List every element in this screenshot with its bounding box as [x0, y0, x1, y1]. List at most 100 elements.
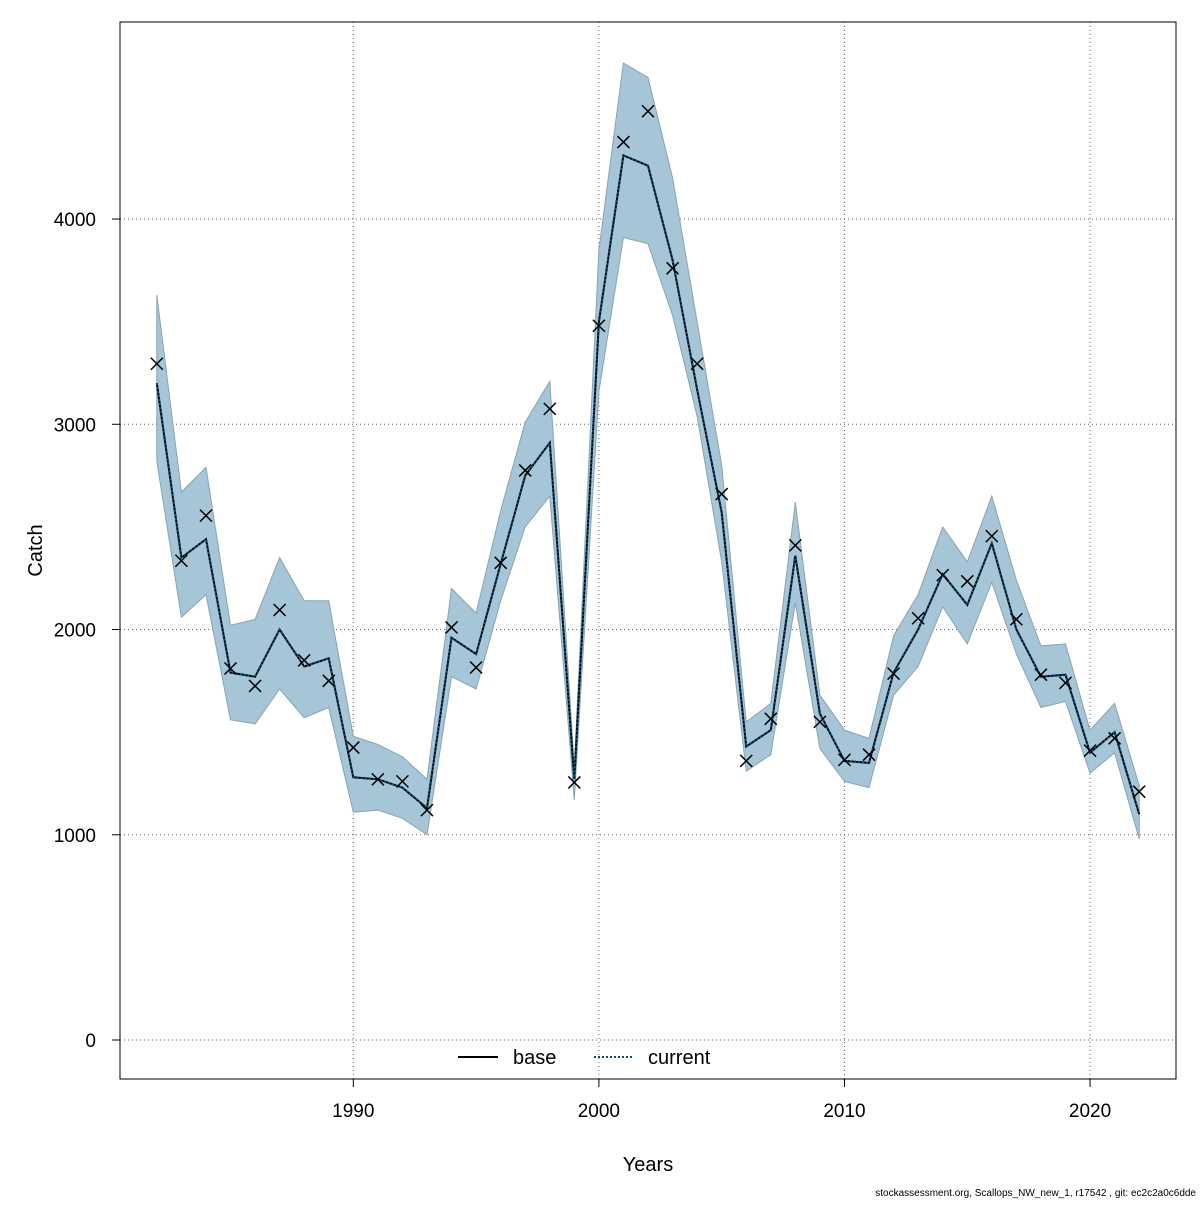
observation-marker-stroke: [469, 660, 483, 675]
observation-point-2000: [592, 319, 606, 333]
observation-point-1999: [567, 775, 581, 789]
observation-marker-stroke: [494, 556, 508, 570]
observation-marker-stroke: [273, 603, 287, 617]
y-axis-title: Catch: [25, 524, 47, 576]
observation-marker-stroke: [1058, 676, 1073, 690]
observation-marker-stroke: [936, 568, 950, 582]
y-tick-label-1000: 1000: [54, 826, 96, 847]
observation-point-2014: [936, 568, 950, 582]
observation-marker-stroke: [395, 774, 409, 788]
observation-marker-stroke: [297, 653, 311, 667]
observation-marker-stroke: [445, 620, 459, 634]
observation-marker-stroke: [690, 357, 704, 371]
observation-point-2011: [862, 748, 876, 762]
legend-label-current: current: [648, 1047, 711, 1069]
observation-marker-stroke: [518, 463, 532, 477]
observation-marker-stroke: [616, 135, 630, 149]
observation-point-2010: [837, 753, 851, 767]
observation-point-1986: [248, 679, 262, 693]
observation-point-1998: [543, 402, 557, 416]
axes: 1990 2000 2010 2020 0 1000 2000 3000 4000: [54, 210, 1111, 1122]
observation-marker-stroke: [960, 574, 974, 588]
observation-point-1989: [322, 674, 336, 688]
observation-point-2022: [1132, 785, 1146, 799]
observation-point-2001: [616, 135, 630, 149]
observation-point-2003: [666, 261, 680, 275]
observation-marker-stroke: [788, 538, 802, 552]
observation-marker-stroke: [420, 803, 434, 817]
observation-point-2008: [788, 538, 802, 552]
observation-marker-stroke: [666, 261, 680, 275]
observation-marker-stroke: [862, 748, 876, 762]
observation-point-2004: [690, 357, 704, 371]
observation-point-1987: [273, 603, 287, 617]
x-tick-label-2020: 2020: [1069, 1101, 1111, 1122]
observation-point-2017: [1009, 612, 1023, 626]
observation-point-1991: [371, 772, 385, 786]
observation-point-2009: [813, 715, 827, 729]
observation-marker-stroke: [174, 554, 188, 568]
footer-credit: stockassessment.org, Scallops_NW_new_1, …: [875, 1188, 1196, 1199]
observation-marker-stroke: [543, 402, 557, 416]
observation-point-1985: [223, 661, 238, 676]
observation-point-2002: [641, 104, 655, 118]
observation-point-1984: [199, 509, 213, 523]
observation-marker-stroke: [641, 104, 655, 118]
observation-marker-stroke: [887, 667, 901, 681]
series-line-current: [155, 153, 1141, 815]
observation-marker-stroke: [715, 487, 729, 501]
x-tick-label-2000: 2000: [578, 1101, 620, 1122]
observation-marker-stroke: [248, 679, 262, 693]
observation-point-1990: [346, 741, 360, 755]
observation-point-2006: [739, 754, 753, 768]
y-tick-label-3000: 3000: [54, 415, 96, 436]
observation-point-1996: [494, 556, 508, 570]
observation-marker-stroke: [322, 674, 336, 688]
observation-marker-stroke: [837, 753, 851, 767]
observation-point-1982: [150, 357, 164, 371]
confidence-band-layer: [156, 62, 1140, 840]
observation-point-2019: [1058, 676, 1073, 690]
plot-frame: [119, 21, 1177, 1080]
observation-point-1983: [174, 554, 188, 568]
observation-point-2007: [764, 712, 778, 726]
observation-point-2005: [715, 487, 729, 501]
y-tick-label-4000: 4000: [54, 210, 96, 231]
x-tick-label-2010: 2010: [823, 1101, 865, 1122]
observation-marker-stroke: [985, 529, 999, 543]
observation-marker-stroke: [199, 509, 213, 523]
x-tick-label-1990: 1990: [332, 1101, 374, 1122]
observation-point-1997: [518, 463, 532, 477]
observation-point-1995: [469, 660, 483, 675]
observation-marker-stroke: [567, 775, 581, 789]
observation-point-2013: [911, 611, 925, 625]
observation-point-1992: [395, 774, 409, 788]
x-axis-title: Years: [623, 1154, 673, 1176]
observation-marker-stroke: [813, 715, 827, 729]
observation-point-1994: [445, 620, 459, 634]
legend-label-base: base: [513, 1047, 556, 1069]
observation-point-2018: [1034, 668, 1048, 682]
y-tick-label-2000: 2000: [54, 621, 96, 642]
observation-point-1993: [420, 803, 434, 817]
legend: base current: [458, 1047, 711, 1069]
observation-marker-stroke: [150, 357, 164, 371]
observation-marker-stroke: [592, 319, 606, 333]
observation-markers-layer: [150, 104, 1146, 817]
observation-point-2021: [1108, 731, 1122, 745]
observation-point-2020: [1083, 744, 1097, 758]
observation-marker-stroke: [346, 741, 360, 755]
observation-marker-stroke: [1034, 668, 1048, 682]
observation-marker-stroke: [739, 754, 753, 768]
observation-marker-stroke: [764, 712, 778, 726]
observation-marker-stroke: [1009, 612, 1023, 626]
observation-marker-stroke: [223, 661, 238, 676]
y-tick-label-0: 0: [85, 1031, 96, 1052]
confidence-band: [156, 62, 1140, 840]
observation-marker-stroke: [1083, 744, 1097, 758]
series-lines-layer: [155, 153, 1141, 815]
observation-point-2016: [985, 529, 999, 543]
observation-point-2015: [960, 574, 974, 588]
